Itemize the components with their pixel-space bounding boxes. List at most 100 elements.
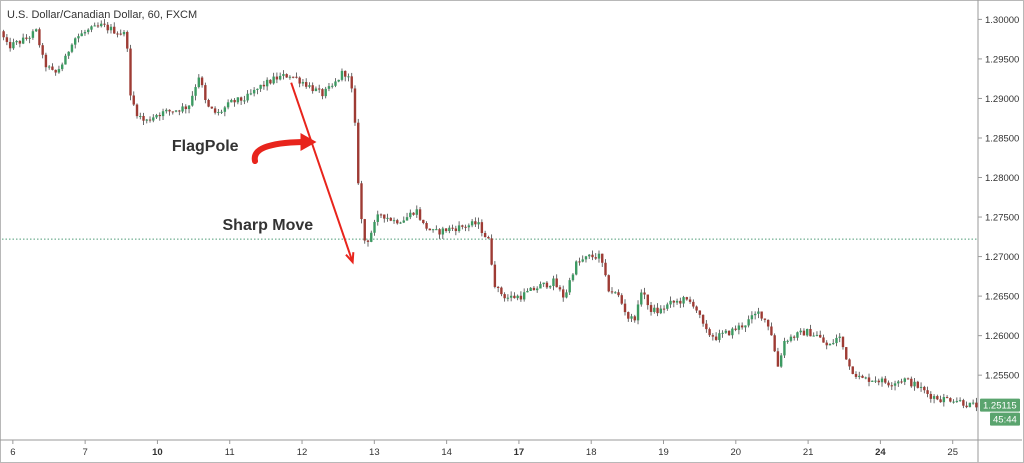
- candle-body: [773, 335, 776, 352]
- candle-body: [685, 297, 689, 300]
- chart-title: U.S. Dollar/Canadian Dollar, 60, FXCM: [7, 9, 197, 21]
- candle-body: [142, 115, 145, 121]
- candle-body: [415, 209, 418, 215]
- candle-body: [542, 282, 545, 285]
- candle-body: [129, 48, 132, 96]
- last-price-tag: 1.25115 45:44: [980, 398, 1020, 426]
- y-tick-label: 1.27000: [985, 252, 1019, 263]
- candle-body: [230, 99, 233, 103]
- candle-body: [451, 227, 454, 229]
- candle-body: [295, 76, 298, 78]
- candle-body: [692, 301, 695, 307]
- candle-body: [5, 37, 9, 42]
- candle-body: [659, 308, 662, 314]
- y-tick-label: 1.29000: [985, 94, 1019, 105]
- candle-body: [884, 378, 887, 383]
- x-tick-label: 20: [731, 447, 742, 458]
- candle-body: [490, 238, 493, 265]
- candle-body: [753, 313, 757, 316]
- candle-body: [718, 333, 721, 340]
- candle-body: [711, 335, 715, 337]
- candle-body: [760, 311, 763, 319]
- candle-body: [47, 66, 51, 68]
- candle-body: [38, 29, 41, 46]
- candle-body: [70, 44, 74, 52]
- candle-body: [106, 24, 109, 31]
- candle-body: [832, 343, 835, 345]
- candle-body: [223, 107, 227, 112]
- candle-body: [34, 29, 38, 32]
- x-tick-label: 13: [369, 447, 380, 458]
- candle-body: [597, 253, 601, 259]
- candle-body: [952, 401, 955, 403]
- candle-body: [796, 332, 799, 338]
- candle-body: [975, 402, 978, 408]
- candle-body: [971, 402, 975, 404]
- candle-body: [695, 306, 698, 311]
- candle-body: [766, 319, 770, 327]
- candle-body: [571, 274, 575, 281]
- y-tick-label: 1.29500: [985, 54, 1019, 65]
- candle-body: [955, 400, 959, 402]
- candle-body: [929, 393, 933, 399]
- candle-body: [926, 390, 929, 394]
- x-tick-label: 19: [658, 447, 669, 458]
- candle-body: [630, 316, 633, 319]
- candle-body: [903, 378, 906, 382]
- candle-body: [679, 300, 682, 304]
- last-price-value: 1.25115: [983, 401, 1017, 412]
- candle-body: [910, 378, 913, 387]
- candle-body: [672, 300, 676, 303]
- candle-body: [386, 217, 389, 219]
- candle-body: [334, 81, 337, 86]
- candle-body: [448, 227, 451, 232]
- candle-body: [545, 282, 549, 288]
- candle-body: [770, 326, 773, 336]
- candle-body: [243, 100, 246, 102]
- candle-body: [562, 289, 565, 298]
- candles: [2, 18, 978, 412]
- candle-body: [519, 295, 523, 300]
- candle-body: [18, 41, 22, 44]
- candle-body: [890, 385, 893, 387]
- candle-body: [41, 45, 44, 55]
- candle-body: [360, 183, 363, 220]
- candle-body: [119, 33, 122, 35]
- candle-body: [285, 74, 288, 78]
- candle-body: [44, 54, 48, 68]
- candle-body: [965, 405, 968, 408]
- candle-body: [83, 32, 87, 34]
- countdown-value: 45:44: [993, 415, 1017, 426]
- candle-body: [568, 280, 571, 293]
- candle-body: [191, 95, 194, 106]
- y-tick-label: 1.30000: [985, 15, 1019, 26]
- candle-body: [353, 88, 357, 123]
- candle-body: [588, 254, 591, 257]
- candle-body: [503, 294, 506, 299]
- candle-body: [812, 335, 815, 337]
- x-tick-label: 17: [514, 447, 525, 458]
- candle-body: [337, 79, 340, 82]
- candle-body: [708, 329, 711, 336]
- candle-body: [344, 70, 347, 77]
- x-tick-label: 25: [947, 447, 958, 458]
- candle-body: [327, 86, 331, 89]
- candle-body: [376, 214, 379, 222]
- candle-body: [373, 221, 376, 233]
- candle-body: [727, 330, 731, 336]
- candle-body: [601, 253, 604, 263]
- candle-body: [301, 82, 305, 84]
- candle-body: [148, 119, 152, 121]
- candle-body: [799, 330, 802, 333]
- candle-body: [802, 330, 806, 336]
- candle-body: [470, 221, 474, 226]
- candle-body: [12, 42, 15, 49]
- candle-body: [259, 84, 262, 89]
- candle-body: [304, 82, 308, 87]
- candle-body: [152, 117, 155, 121]
- candle-body: [314, 88, 318, 92]
- x-tick-label: 11: [225, 447, 235, 458]
- candle-body: [213, 108, 217, 113]
